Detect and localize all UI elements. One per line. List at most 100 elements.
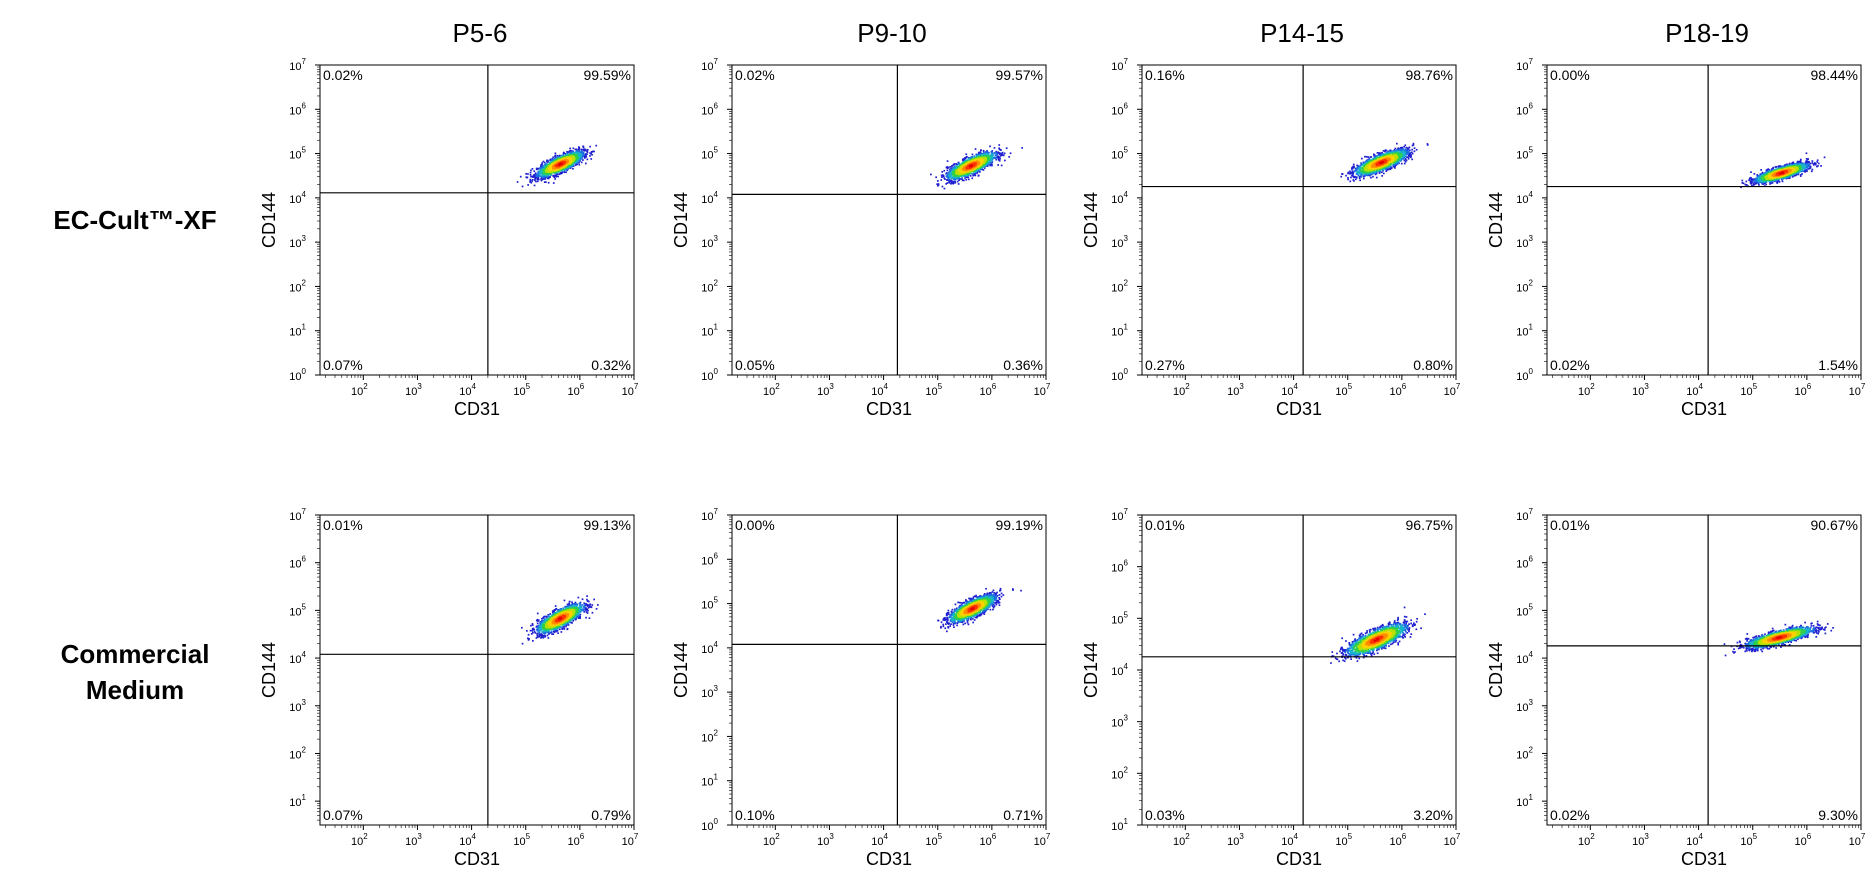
scatter-point (948, 175, 951, 178)
scatter-point (542, 175, 545, 177)
scatter-point (1355, 178, 1357, 181)
scatter-point (558, 154, 561, 157)
scatter-point (1405, 146, 1408, 149)
scatter-point (1008, 156, 1010, 158)
scatter-point (1385, 170, 1388, 172)
scatter-point (1373, 153, 1375, 156)
row-label-ec-cult: EC-Cult™-XF (53, 205, 217, 235)
y-axis-title: CD144 (671, 192, 691, 248)
scatter-point (1399, 157, 1402, 159)
scatter-point (1371, 159, 1374, 161)
scatter-point (1375, 158, 1378, 161)
scatter-point (986, 150, 988, 152)
scatter-point (954, 178, 957, 181)
scatter-point (531, 178, 534, 181)
scatter-point (982, 149, 985, 152)
scatter-point (1379, 154, 1381, 157)
scatter-point (1385, 167, 1388, 169)
scatter-point (952, 164, 954, 167)
scatter-point (541, 164, 544, 166)
scatter-point (1404, 160, 1407, 163)
scatter-point (972, 174, 974, 177)
scatter-point (556, 156, 559, 158)
scatter-point (590, 158, 593, 160)
scatter-point (556, 173, 559, 175)
scatter-point (1409, 154, 1412, 157)
scatter-point (566, 169, 569, 172)
scatter-point (1365, 156, 1368, 158)
scatter-point (555, 157, 557, 159)
scatter-point (1002, 154, 1005, 156)
scatter-point (1373, 172, 1375, 174)
scatter-point (541, 170, 543, 173)
scatter-point (989, 145, 991, 148)
scatter-point (981, 154, 984, 156)
scatter-point (943, 177, 945, 179)
scatter-point (954, 176, 956, 178)
scatter-point (945, 175, 948, 177)
scatter-point (1400, 149, 1403, 152)
scatter-point (1352, 174, 1354, 177)
scatter-point (1382, 172, 1385, 175)
scatter-point (1373, 157, 1376, 159)
scatter-point (590, 153, 592, 155)
scatter-point (946, 172, 948, 174)
scatter-point (985, 162, 988, 164)
scatter-point (961, 174, 964, 177)
scatter-point (963, 179, 965, 182)
scatter-point (582, 145, 584, 148)
scatter-point (1370, 156, 1373, 158)
scatter-point (1380, 155, 1383, 158)
scatter-point (577, 150, 580, 153)
scatter-point (534, 179, 536, 182)
scatter-point (541, 165, 544, 167)
scatter-point (535, 180, 537, 183)
scatter-point (562, 154, 565, 156)
scatter-point (586, 149, 589, 151)
scatter-point (1400, 162, 1403, 165)
scatter-point (1357, 174, 1360, 177)
scatter-point (565, 154, 568, 157)
scatter-point (978, 160, 981, 163)
scatter-point (1347, 171, 1350, 174)
scatter-point (963, 158, 966, 161)
scatter-point (982, 165, 984, 168)
scatter-point (1402, 157, 1404, 160)
scatter-point (589, 145, 591, 148)
x-tick-label: 105 (925, 382, 942, 398)
scatter-point (538, 172, 540, 174)
scatter-point (537, 167, 540, 170)
scatter-point (987, 153, 990, 156)
scatter-point (1369, 168, 1372, 171)
scatter-point (1404, 158, 1407, 160)
scatter-point (1353, 180, 1355, 182)
scatter-point (572, 167, 574, 170)
scatter-point (1000, 164, 1003, 167)
scatter-point (998, 147, 1000, 150)
scatter-point (1345, 174, 1347, 177)
y-tick-label: 102 (701, 278, 718, 294)
scatter-point (987, 162, 990, 165)
scatter-point (1340, 175, 1343, 178)
scatter-point (948, 171, 951, 174)
scatter-point (1370, 176, 1372, 179)
scatter-point (1360, 162, 1362, 165)
scatter-point (949, 166, 952, 168)
scatter-point (1376, 152, 1379, 154)
scatter-point (1394, 154, 1396, 157)
col-title-p5-6: P5-6 (452, 18, 508, 48)
scatter-point (544, 175, 546, 178)
scatter-point (549, 176, 551, 178)
y-tick-label: 107 (701, 57, 718, 73)
quadrant-lower-right-pct: 0.36% (1003, 357, 1043, 373)
scatter-point (529, 171, 532, 174)
x-tick-label: 106 (980, 382, 997, 398)
scatter-point (991, 150, 994, 152)
flow-panel-3: 102 103 104 105 106 1071001011021031041051061… (1081, 57, 1461, 419)
scatter-points (1340, 142, 1429, 183)
scatter-point (554, 157, 557, 159)
scatter-point (959, 163, 961, 166)
scatter-point (1389, 165, 1392, 168)
scatter-point (998, 152, 1001, 154)
scatter-point (582, 153, 584, 156)
